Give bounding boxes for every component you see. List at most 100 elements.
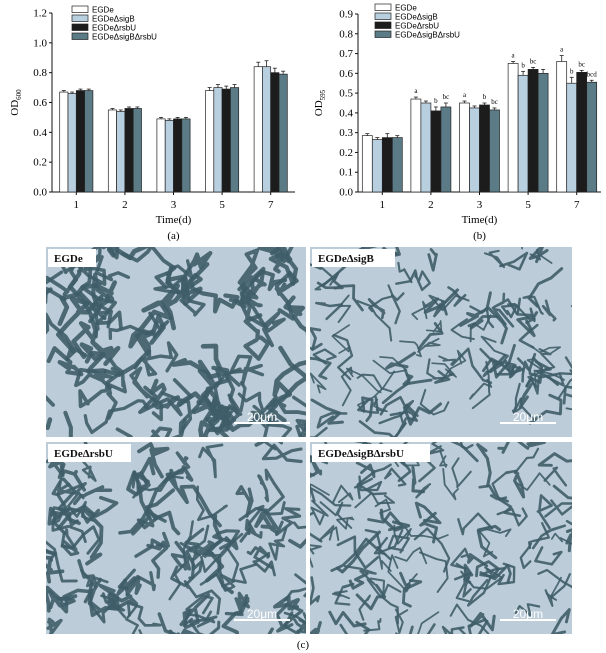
cell-cluster	[426, 623, 436, 634]
cell-cluster	[467, 618, 489, 634]
micrograph-panel: EGDe 20μm EGDeΔsigB 20μm EGDeΔrsbU 20μm EGDeΔs…	[46, 247, 572, 651]
cell-cluster	[170, 540, 192, 571]
chartb-x-label: Time(d)	[462, 214, 498, 226]
cell-cluster	[497, 442, 530, 454]
cell-cluster	[57, 495, 119, 530]
charta-bar	[213, 87, 223, 193]
chartb-sig-label: b	[570, 67, 574, 75]
cell-cluster	[319, 501, 353, 529]
cell-cluster	[495, 364, 525, 376]
cell-cluster	[513, 470, 526, 499]
cell-cluster	[358, 594, 371, 621]
cell-cluster	[518, 382, 533, 409]
chartb-ytick-label: 0.1	[339, 167, 353, 179]
cell-cluster	[332, 333, 354, 381]
micrograph-label: EGDeΔsigBΔrsbU	[318, 448, 404, 460]
cell-cluster	[283, 295, 306, 336]
cell-cluster	[176, 386, 218, 415]
chartb-ytick-label: 0.8	[339, 28, 353, 40]
cell-cluster	[340, 366, 353, 407]
charta-bar	[107, 109, 117, 193]
charta-ytick-label: 0.8	[33, 67, 47, 79]
cell-cluster	[238, 468, 285, 522]
cell-cluster	[337, 294, 352, 324]
cell-cluster	[78, 357, 124, 409]
cell-cluster	[355, 461, 376, 479]
cell-cluster	[355, 583, 387, 611]
cell-cluster	[46, 540, 78, 583]
cell-cluster	[544, 499, 572, 518]
cell-cluster	[379, 395, 410, 417]
chartb-xtick-label: 7	[574, 199, 580, 211]
charta-legend-label: EGDeΔsigBΔrsbU	[92, 33, 157, 42]
cell-cluster	[108, 592, 139, 609]
chartb-bar	[556, 61, 568, 193]
cell-cluster	[46, 287, 53, 296]
cell-cluster	[368, 284, 394, 313]
cell-cluster	[459, 307, 489, 327]
cell-cluster	[451, 347, 493, 384]
charta-legend-swatch	[71, 23, 89, 31]
cell-cluster	[196, 485, 228, 522]
cell-cluster	[250, 404, 293, 437]
scale-bar-label: 20μm	[247, 607, 277, 621]
cell-cluster	[355, 620, 371, 634]
cell-cluster	[100, 594, 127, 619]
charta-ytick-label: 0.6	[33, 97, 47, 109]
cell-cluster	[237, 248, 260, 300]
chartb-xtick-label: 2	[428, 199, 434, 211]
charta-legend-swatch	[71, 14, 89, 22]
scale-bar-label: 20μm	[513, 607, 543, 621]
cell-cluster	[369, 577, 402, 598]
chart-a: 0.0 0.2 0.4 0.6 0.8 1.0 1.2 OD600 1 2 3 5 7 Time(d) (a…	[9, 5, 295, 242]
cell-cluster	[477, 526, 494, 558]
charta-ytick-label: 0.2	[33, 157, 47, 169]
cell-cluster	[526, 442, 546, 448]
cell-cluster	[534, 546, 563, 566]
cell-cluster	[358, 475, 383, 492]
charta-bar	[278, 73, 288, 193]
micrograph-label: EGDe	[54, 253, 83, 265]
cell-cluster	[387, 534, 411, 554]
charta-bar	[116, 111, 126, 193]
cell-cluster	[387, 554, 418, 590]
cell-cluster	[476, 443, 492, 487]
chartb-ytick-label: 0.9	[339, 9, 353, 21]
charta-legend-swatch	[71, 5, 89, 13]
cell-cluster	[79, 339, 121, 367]
chartb-bar	[566, 82, 578, 193]
cell-cluster	[60, 528, 80, 557]
cell-cluster	[74, 367, 114, 390]
cell-cluster	[516, 297, 536, 323]
cell-cluster	[133, 341, 179, 377]
chartb-bar	[459, 102, 470, 193]
cell-cluster	[467, 575, 493, 607]
cell-cluster	[499, 251, 529, 271]
cell-cluster	[395, 632, 399, 634]
chartb-legend-label: EGDeΔsigB	[395, 13, 438, 22]
cell-cluster	[239, 288, 281, 348]
cell-cluster	[404, 527, 449, 540]
chartb-panel-label: (b)	[473, 230, 486, 242]
cell-cluster	[80, 569, 109, 589]
cell-cluster	[363, 617, 382, 632]
cell-cluster	[182, 594, 214, 627]
micrograph-label-box	[312, 444, 430, 462]
cell-cluster	[63, 410, 73, 437]
cell-cluster	[315, 301, 344, 321]
cell-cluster	[129, 366, 163, 422]
cell-cluster	[394, 608, 409, 634]
cell-cluster	[273, 594, 300, 611]
cell-cluster	[278, 402, 306, 437]
charta-legend-swatch	[71, 32, 89, 40]
cell-cluster	[354, 491, 396, 509]
chartb-ytick-label: 0.0	[339, 187, 353, 199]
cell-cluster	[343, 565, 377, 586]
chartb-sig-label: bcd	[587, 70, 598, 78]
cell-cluster	[415, 483, 432, 499]
cell-cluster	[335, 530, 381, 574]
charta-bar	[75, 90, 85, 193]
cell-cluster	[199, 573, 236, 592]
chartb-bar	[537, 72, 549, 193]
charta-bar	[164, 120, 174, 193]
